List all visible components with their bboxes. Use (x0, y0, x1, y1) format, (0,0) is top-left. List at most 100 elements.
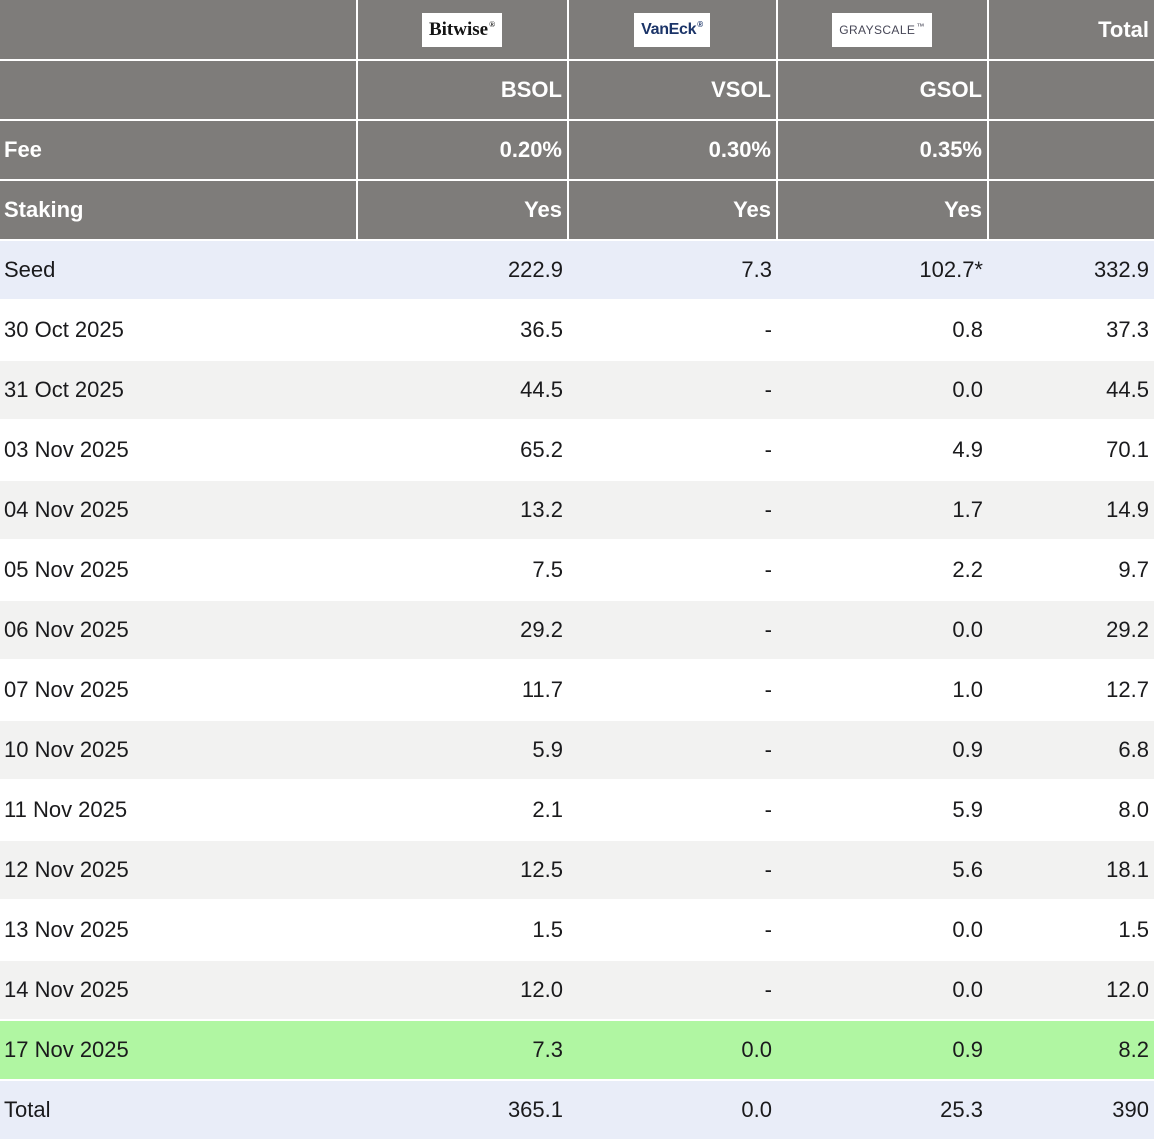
cell-bsol: 5.9 (357, 720, 568, 781)
cell-vsol: - (568, 300, 777, 361)
row-label: 07 Nov 2025 (0, 660, 357, 721)
cell-gsol: 0.8 (777, 300, 988, 361)
staking-bsol: Yes (356, 180, 568, 241)
cell-gsol: 5.9 (777, 780, 988, 841)
table-row: 13 Nov 2025 1.5 - 0.0 1.5 (0, 900, 1154, 961)
cell-bsol: 1.5 (357, 900, 568, 961)
cell-bsol: 365.1 (357, 1080, 568, 1141)
bitwise-logo: Bitwise® (421, 12, 503, 47)
table-row-seed: Seed 222.9 7.3 102.7* 332.9 (0, 240, 1154, 301)
row-label: 12 Nov 2025 (0, 840, 357, 901)
row-label: 13 Nov 2025 (0, 900, 357, 961)
ticker-bsol: BSOL (356, 60, 568, 121)
cell-gsol: 1.7 (777, 480, 988, 541)
cell-gsol: 2.2 (777, 540, 988, 601)
staking-gsol: Yes (776, 180, 988, 241)
row-label: Seed (0, 240, 357, 301)
cell-total: 1.5 (988, 900, 1154, 961)
fee-bsol: 0.20% (356, 120, 568, 181)
cell-total: 332.9 (988, 240, 1154, 301)
cell-bsol: 36.5 (357, 300, 568, 361)
cell-gsol: 25.3 (777, 1080, 988, 1141)
empty-cell (0, 0, 357, 61)
table-row: 30 Oct 2025 36.5 - 0.8 37.3 (0, 300, 1154, 361)
grayscale-logo-cell: GRAYSCALE™ (776, 0, 988, 61)
cell-bsol: 222.9 (357, 240, 568, 301)
vaneck-logo: VanEck® (634, 12, 710, 47)
row-label: 30 Oct 2025 (0, 300, 357, 361)
table-row-total: Total 365.1 0.0 25.3 390 (0, 1080, 1154, 1141)
empty-cell (987, 120, 1154, 181)
cell-vsol: 0.0 (568, 1020, 777, 1081)
cell-vsol: - (568, 660, 777, 721)
vaneck-logo-cell: VanEck® (567, 0, 777, 61)
cell-bsol: 13.2 (357, 480, 568, 541)
row-label: Total (0, 1080, 357, 1141)
cell-bsol: 12.5 (357, 840, 568, 901)
table-row: 06 Nov 2025 29.2 - 0.0 29.2 (0, 600, 1154, 661)
table-row: 07 Nov 2025 11.7 - 1.0 12.7 (0, 660, 1154, 721)
cell-bsol: 7.3 (357, 1020, 568, 1081)
cell-vsol: - (568, 420, 777, 481)
trademark-mark: ™ (916, 21, 925, 31)
row-label: 06 Nov 2025 (0, 600, 357, 661)
row-label: 14 Nov 2025 (0, 960, 357, 1021)
fee-gsol: 0.35% (776, 120, 988, 181)
ticker-gsol: GSOL (776, 60, 988, 121)
table-row-highlighted: 17 Nov 2025 7.3 0.0 0.9 8.2 (0, 1020, 1154, 1081)
cell-gsol: 0.0 (777, 600, 988, 661)
cell-vsol: - (568, 960, 777, 1021)
cell-bsol: 11.7 (357, 660, 568, 721)
row-label: 31 Oct 2025 (0, 360, 357, 421)
row-label: 04 Nov 2025 (0, 480, 357, 541)
cell-gsol: 0.9 (777, 720, 988, 781)
table-row: 04 Nov 2025 13.2 - 1.7 14.9 (0, 480, 1154, 541)
row-label: 17 Nov 2025 (0, 1020, 357, 1081)
table-row: 03 Nov 2025 65.2 - 4.9 70.1 (0, 420, 1154, 481)
staking-row: Staking Yes Yes Yes (0, 180, 1154, 241)
cell-total: 70.1 (988, 420, 1154, 481)
cell-total: 9.7 (988, 540, 1154, 601)
ticker-header-row: BSOL VSOL GSOL (0, 60, 1154, 121)
table-row: 10 Nov 2025 5.9 - 0.9 6.8 (0, 720, 1154, 781)
cell-total: 18.1 (988, 840, 1154, 901)
grayscale-wordmark: GRAYSCALE™ (839, 21, 925, 37)
cell-bsol: 44.5 (357, 360, 568, 421)
cell-vsol: - (568, 780, 777, 841)
cell-vsol: 0.0 (568, 1080, 777, 1141)
cell-bsol: 2.1 (357, 780, 568, 841)
cell-gsol: 4.9 (777, 420, 988, 481)
row-label: 11 Nov 2025 (0, 780, 357, 841)
empty-cell (987, 180, 1154, 241)
cell-vsol: - (568, 720, 777, 781)
staking-row-label: Staking (0, 180, 357, 241)
fee-vsol: 0.30% (567, 120, 777, 181)
cell-total: 6.8 (988, 720, 1154, 781)
staking-vsol: Yes (567, 180, 777, 241)
row-label: 03 Nov 2025 (0, 420, 357, 481)
cell-total: 44.5 (988, 360, 1154, 421)
table-row: 31 Oct 2025 44.5 - 0.0 44.5 (0, 360, 1154, 421)
cell-gsol: 5.6 (777, 840, 988, 901)
cell-vsol: 7.3 (568, 240, 777, 301)
bitwise-logo-cell: Bitwise® (356, 0, 568, 61)
table-row: 11 Nov 2025 2.1 - 5.9 8.0 (0, 780, 1154, 841)
registered-mark: ® (697, 20, 703, 30)
empty-cell (0, 60, 357, 121)
fee-row-label: Fee (0, 120, 357, 181)
bitwise-wordmark: Bitwise® (428, 18, 496, 40)
logo-header-row: Bitwise® VanEck® GRAYSCALE™ Total (0, 0, 1154, 61)
cell-gsol: 0.0 (777, 900, 988, 961)
cell-gsol: 0.0 (777, 960, 988, 1021)
vaneck-wordmark: VanEck® (641, 20, 703, 38)
cell-bsol: 29.2 (357, 600, 568, 661)
grayscale-logo: GRAYSCALE™ (832, 12, 932, 47)
registered-mark: ® (489, 20, 496, 30)
cell-total: 8.2 (988, 1020, 1154, 1081)
empty-cell (987, 60, 1154, 121)
cell-bsol: 7.5 (357, 540, 568, 601)
cell-total: 14.9 (988, 480, 1154, 541)
cell-gsol: 0.9 (777, 1020, 988, 1081)
cell-vsol: - (568, 840, 777, 901)
cell-vsol: - (568, 480, 777, 541)
